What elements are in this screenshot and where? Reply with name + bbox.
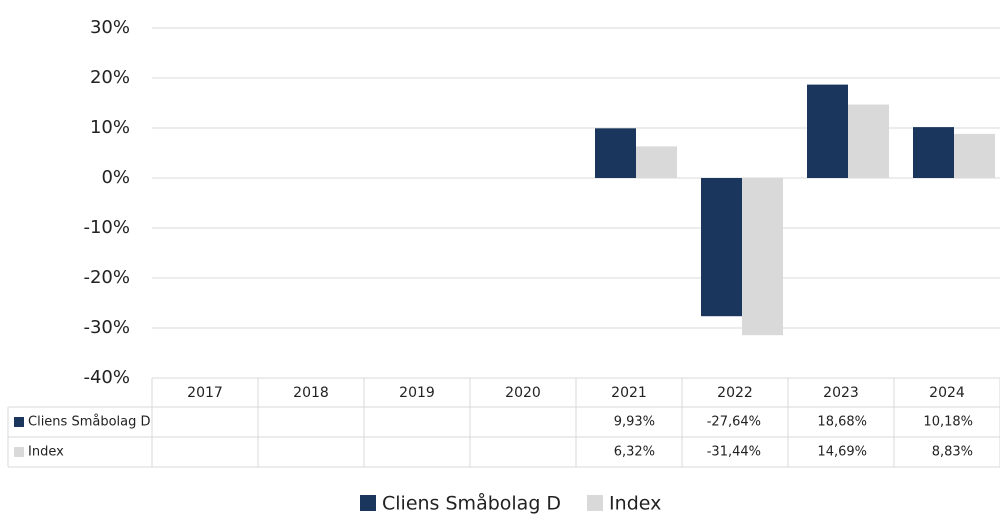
table-value: 9,93% [614, 415, 655, 430]
table-value: 18,68% [817, 415, 867, 430]
x-tick-label: 2023 [823, 385, 859, 401]
bar [807, 84, 848, 178]
bar [595, 128, 636, 178]
x-tick-label: 2021 [611, 385, 647, 401]
table-legend-key [14, 447, 24, 457]
x-tick-label: 2024 [929, 385, 965, 401]
table-value: 14,69% [817, 445, 867, 460]
y-tick-label: 30% [90, 17, 130, 38]
bar [701, 178, 742, 317]
legend-label: Index [609, 493, 661, 514]
y-tick-label: 10% [90, 117, 130, 138]
table-row-label: Cliens Småbolag D [28, 415, 151, 430]
table-value: 6,32% [614, 445, 655, 460]
table-value: -31,44% [707, 445, 761, 460]
bar [954, 133, 995, 178]
y-tick-label: -30% [83, 317, 130, 338]
table-legend-key [14, 417, 24, 427]
y-tick-label: -20% [83, 267, 130, 288]
table-value: -27,64% [707, 415, 761, 430]
x-tick-label: 2020 [505, 385, 541, 401]
legend-key [360, 495, 376, 511]
bar [848, 104, 889, 178]
table-value: 8,83% [932, 445, 973, 460]
bar [742, 178, 783, 336]
y-tick-label: -40% [83, 367, 130, 388]
x-tick-label: 2017 [187, 385, 223, 401]
table-row-label: Index [28, 445, 64, 460]
legend-label: Cliens Småbolag D [382, 492, 561, 514]
bar [913, 127, 954, 178]
y-tick-label: 0% [101, 167, 130, 188]
table-value: 10,18% [923, 415, 973, 430]
x-tick-label: 2019 [399, 385, 435, 401]
x-tick-label: 2018 [293, 385, 329, 401]
bar [636, 146, 677, 178]
y-tick-label: 20% [90, 67, 130, 88]
y-tick-label: -10% [83, 217, 130, 238]
legend-key [587, 495, 604, 511]
x-tick-label: 2022 [717, 385, 753, 401]
